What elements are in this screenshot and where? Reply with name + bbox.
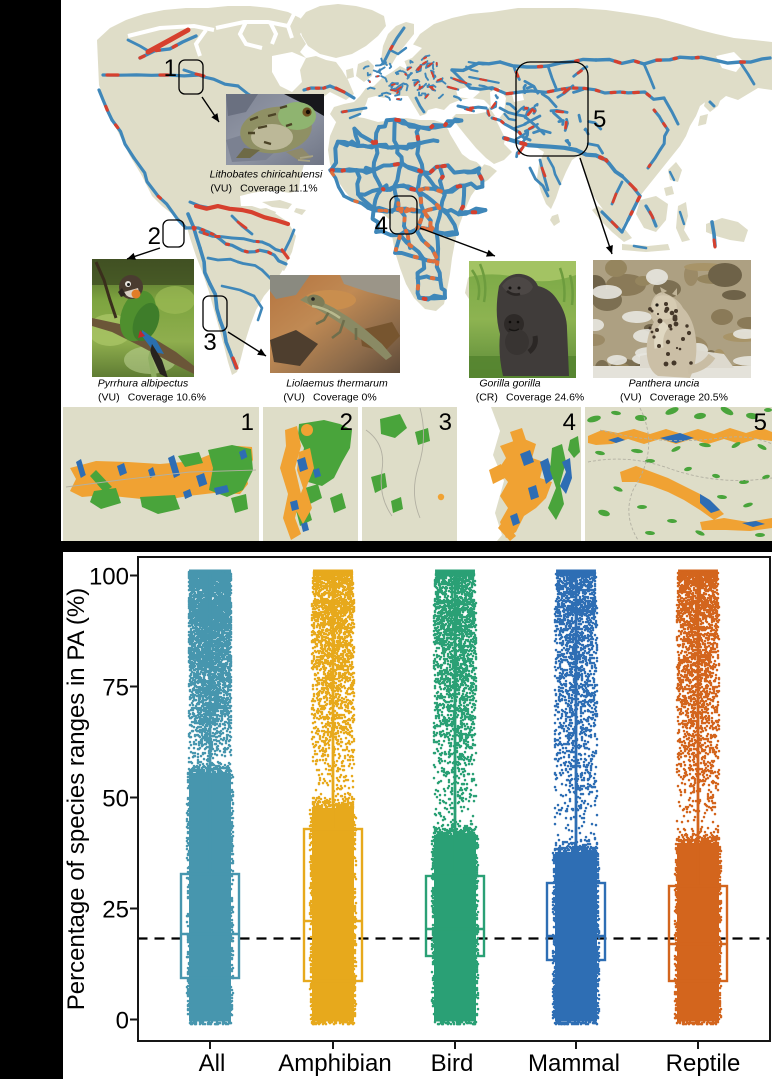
svg-text:75: 75 xyxy=(102,674,129,701)
svg-text:0: 0 xyxy=(116,1007,129,1034)
svg-text:4: 4 xyxy=(563,409,576,436)
svg-text:4: 4 xyxy=(375,212,388,239)
svg-text:(CR) Coverage 24.6%: (CR) Coverage 24.6% xyxy=(476,392,585,404)
svg-text:(VU) Coverage 0%: (VU) Coverage 0% xyxy=(283,392,376,404)
svg-text:Panthera uncia: Panthera uncia xyxy=(629,378,700,390)
svg-text:Mammal: Mammal xyxy=(528,1050,620,1077)
svg-text:5: 5 xyxy=(593,106,606,133)
svg-text:(VU) Coverage 10.6%: (VU) Coverage 10.6% xyxy=(98,392,206,404)
svg-text:Gorilla gorilla: Gorilla gorilla xyxy=(479,378,540,390)
svg-text:50: 50 xyxy=(102,785,129,812)
svg-text:100: 100 xyxy=(89,563,129,590)
svg-text:(VU) Coverage 11.1%: (VU) Coverage 11.1% xyxy=(210,183,317,195)
svg-text:Lithobates chiricahuensi: Lithobates chiricahuensi xyxy=(210,169,323,181)
svg-text:Amphibian: Amphibian xyxy=(278,1050,391,1077)
svg-text:Reptile: Reptile xyxy=(666,1050,741,1077)
svg-text:Bird: Bird xyxy=(431,1050,474,1077)
svg-text:(VU) Coverage 20.5%: (VU) Coverage 20.5% xyxy=(620,392,728,404)
svg-text:5: 5 xyxy=(754,409,767,436)
svg-text:2: 2 xyxy=(148,223,161,250)
svg-text:3: 3 xyxy=(203,329,216,356)
svg-text:Percentage of species ranges i: Percentage of species ranges in PA (%) xyxy=(63,588,90,1010)
svg-text:25: 25 xyxy=(102,896,129,923)
svg-text:1: 1 xyxy=(164,55,177,82)
svg-text:Liolaemus thermarum: Liolaemus thermarum xyxy=(286,378,388,390)
svg-text:Pyrrhura albipectus: Pyrrhura albipectus xyxy=(98,378,189,390)
svg-text:2: 2 xyxy=(340,409,353,436)
svg-text:1: 1 xyxy=(241,409,254,436)
svg-text:3: 3 xyxy=(439,409,452,436)
svg-text:All: All xyxy=(199,1050,226,1077)
